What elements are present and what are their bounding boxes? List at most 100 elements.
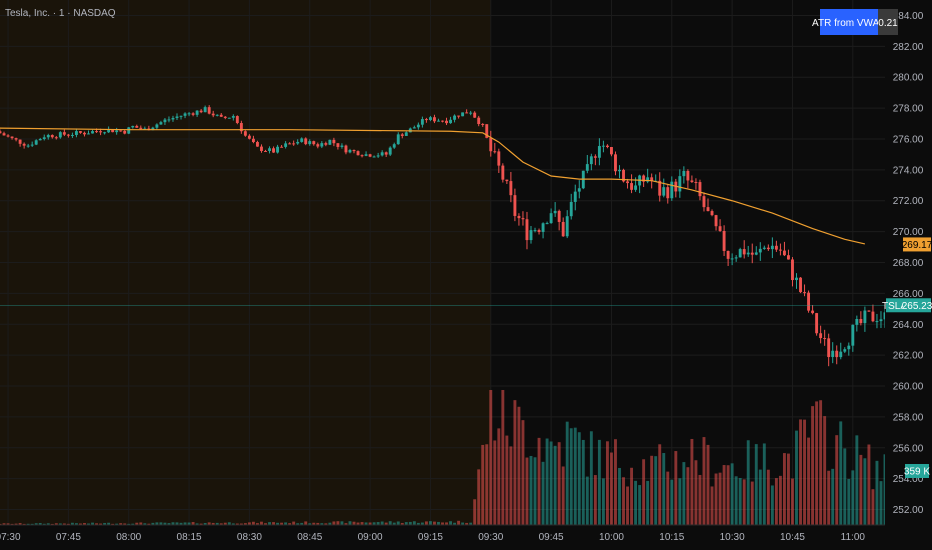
- vwap-price-tag: 269.17: [902, 237, 932, 252]
- candle-body: [815, 313, 819, 334]
- time-tick-label: 08:15: [177, 532, 202, 543]
- volume-bar: [0, 523, 2, 525]
- candle-body: [545, 223, 549, 225]
- volume-bar: [855, 435, 859, 525]
- volume-bar: [159, 522, 163, 525]
- candle-body: [404, 132, 408, 136]
- volume-bar: [710, 486, 714, 525]
- volume-bar: [183, 522, 187, 525]
- candle-body: [14, 138, 18, 140]
- candle-body: [553, 210, 557, 214]
- time-tick-label: 08:00: [116, 532, 141, 543]
- volume-bar: [445, 522, 448, 525]
- volume-bar: [62, 523, 66, 525]
- price-axis-panel[interactable]: [885, 0, 932, 550]
- candle-body: [416, 124, 420, 128]
- volume-bar: [843, 448, 847, 525]
- candle-body: [682, 170, 686, 177]
- candle-body: [541, 223, 545, 232]
- candle-body: [634, 185, 638, 190]
- candle-body: [264, 150, 267, 152]
- volume-bar: [119, 523, 123, 525]
- volume-bar: [26, 523, 30, 525]
- volume-bar: [835, 435, 839, 525]
- volume-bar: [360, 522, 364, 525]
- volume-bar: [481, 444, 485, 525]
- candle-body: [706, 207, 710, 212]
- time-axis-panel[interactable]: [0, 525, 885, 550]
- volume-bar: [529, 455, 533, 525]
- volume-bar: [618, 467, 621, 525]
- volume-bar: [694, 460, 698, 525]
- volume-tag-value: 359 K: [904, 467, 930, 478]
- candle-body: [22, 143, 26, 146]
- volume-bar: [143, 523, 147, 525]
- volume-bar: [352, 521, 356, 525]
- candle-body: [119, 130, 123, 132]
- candle-body: [686, 170, 690, 181]
- price-tick-label: 258.00: [893, 412, 924, 423]
- candle-body: [795, 277, 798, 281]
- candle-body: [292, 143, 296, 145]
- volume-bar: [654, 456, 658, 525]
- candle-body: [324, 143, 328, 145]
- volume-bar: [87, 523, 90, 525]
- volume-bar: [537, 437, 541, 525]
- candle-body: [368, 154, 372, 157]
- volume-bar: [211, 522, 215, 525]
- volume-bar: [634, 480, 638, 525]
- volume-bar: [30, 523, 34, 525]
- candle-body: [843, 349, 847, 352]
- atr-label-background: [820, 9, 878, 35]
- candle-body: [131, 125, 135, 128]
- volume-bar: [803, 419, 806, 525]
- volume-bar: [139, 522, 143, 525]
- candle-body: [372, 156, 376, 158]
- candle-body: [453, 115, 457, 120]
- candle-body: [605, 145, 609, 148]
- candle-body: [441, 120, 444, 122]
- candle-body: [247, 135, 251, 139]
- volume-bar: [199, 523, 203, 525]
- candle-body: [819, 333, 823, 339]
- candle-body: [799, 277, 802, 293]
- volume-bar: [135, 522, 139, 525]
- candle-body: [143, 128, 147, 130]
- candle-body: [714, 215, 718, 227]
- candle-body: [782, 250, 786, 256]
- candle-body: [360, 155, 364, 157]
- candle-body: [159, 122, 163, 125]
- candle-body: [183, 113, 187, 116]
- volume-bar: [54, 523, 58, 525]
- candle-body: [577, 188, 581, 192]
- volume-bar: [746, 440, 750, 525]
- volume-bar: [42, 523, 46, 525]
- candle-body: [650, 177, 654, 181]
- volume-bar: [565, 421, 569, 525]
- volume-bar: [758, 469, 762, 525]
- volume-bar: [839, 421, 843, 525]
- volume-bar: [662, 453, 666, 525]
- candle-body: [171, 117, 175, 120]
- volume-bar: [815, 401, 819, 525]
- candle-body: [549, 213, 553, 224]
- candle-body: [746, 252, 750, 255]
- price-tick-label: 272.00: [893, 196, 924, 207]
- candle-body: [284, 143, 288, 147]
- candle-body: [678, 176, 682, 192]
- candle-body: [111, 129, 115, 133]
- candle-body: [774, 245, 778, 250]
- time-tick-label: 07:45: [56, 532, 81, 543]
- volume-bar: [284, 522, 288, 525]
- volume-bars: [0, 390, 931, 525]
- volume-bar: [477, 469, 481, 525]
- volume-bar: [66, 523, 70, 525]
- atr-indicator-badge[interactable]: ATR from VWAP 0.21: [812, 9, 898, 35]
- candle-body: [66, 134, 70, 136]
- candle-body: [364, 154, 368, 156]
- time-tick-label: 10:15: [659, 532, 684, 543]
- candle-body: [445, 120, 448, 124]
- candle-body: [533, 230, 537, 232]
